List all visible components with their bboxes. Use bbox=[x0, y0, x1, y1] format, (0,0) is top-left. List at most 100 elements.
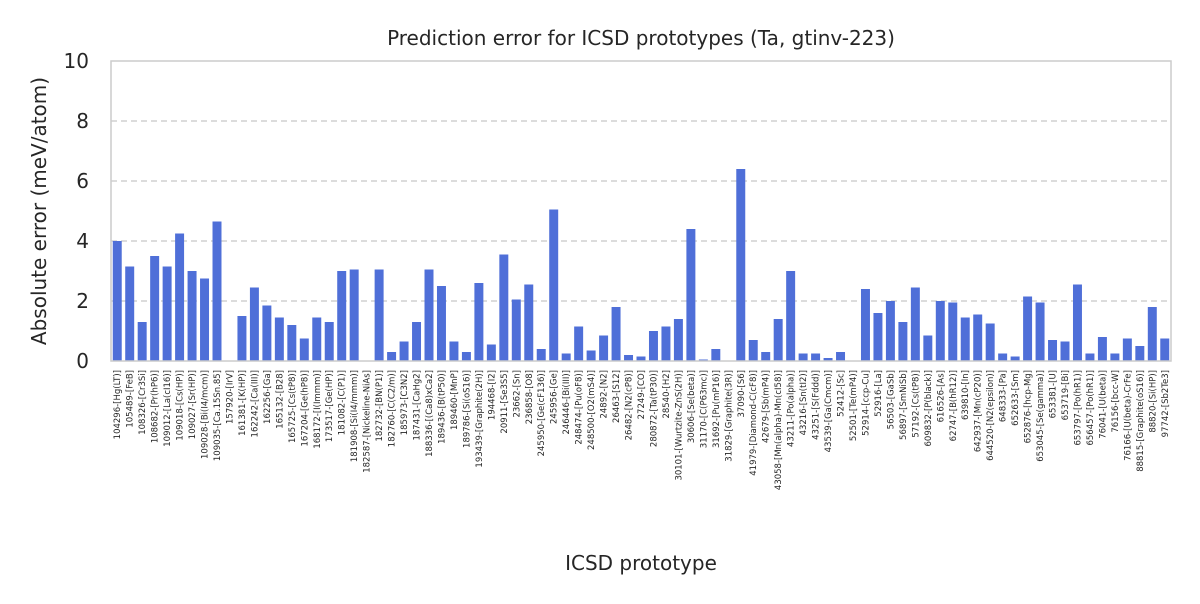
x-tick-label: 616526-[As] bbox=[936, 370, 946, 422]
x-axis-label: ICSD prototype bbox=[565, 551, 717, 575]
x-tick-label: 653719-[Bi] bbox=[1061, 370, 1071, 420]
bar bbox=[287, 325, 297, 361]
bar bbox=[786, 271, 796, 361]
bar bbox=[249, 287, 259, 361]
x-tick-label: 62747-[B(hR12)] bbox=[949, 370, 959, 441]
bar bbox=[449, 341, 459, 361]
x-tick-label: 109018-[Cs(HP)] bbox=[176, 370, 186, 441]
bar bbox=[985, 323, 995, 361]
x-tick-label: 24892-[N2] bbox=[600, 370, 610, 419]
x-tick-label: 642937-[Mn(cP20)] bbox=[974, 370, 984, 452]
bar bbox=[112, 241, 122, 361]
bar bbox=[200, 278, 210, 361]
x-tick-label: 41979-[Diamond-C(cF8)] bbox=[749, 370, 759, 476]
y-axis-label: Absolute error (meV/atom) bbox=[27, 77, 51, 345]
x-tick-label: 189436-[B(tP50)] bbox=[437, 370, 447, 444]
x-tick-label: 43539-[Ga(Cmcm)] bbox=[824, 370, 834, 452]
bar bbox=[624, 355, 634, 361]
x-tick-label: 76156-[bcc-W] bbox=[1111, 370, 1121, 433]
plot-frame bbox=[110, 60, 1172, 362]
x-tick-label: 76166-[U(beta)-CrFe] bbox=[1123, 370, 1133, 461]
x-tick-label: 194468-[I2] bbox=[487, 370, 497, 420]
x-tick-label: 181082-[C(P1)] bbox=[338, 370, 348, 435]
x-tick-label: 182587-[Nickeline-NiAs] bbox=[363, 370, 373, 473]
bar bbox=[798, 353, 808, 361]
bar bbox=[661, 326, 671, 361]
x-tick-label: 20911-[Se3S5] bbox=[500, 370, 510, 434]
x-tick-label: 280872-[Ta(tP30)] bbox=[649, 370, 659, 447]
x-tick-label: 162242-[Ca(III)] bbox=[250, 370, 260, 437]
x-tick-label: 182760-[C(C2/m)] bbox=[388, 370, 398, 447]
x-tick-label: 52914-[ccp-Cu] bbox=[861, 370, 871, 436]
bar bbox=[686, 229, 696, 361]
bar bbox=[1060, 341, 1070, 361]
x-tick-label: 185973-[C3N2] bbox=[400, 370, 410, 435]
x-tick-label: 162256-[Ga] bbox=[263, 370, 273, 424]
x-tick-label: 43211-[Po(alpha)] bbox=[787, 370, 797, 447]
bar bbox=[436, 286, 446, 361]
x-tick-label: 109012-[La(cI16)] bbox=[163, 370, 173, 447]
x-tick-label: 23662-[Sn] bbox=[512, 370, 522, 418]
bar bbox=[175, 233, 185, 361]
bar bbox=[312, 317, 322, 361]
bar bbox=[412, 322, 422, 361]
x-tick-label: 173517-[Ge(HP)] bbox=[325, 370, 335, 442]
x-tick-label: 609832-[P(black)] bbox=[924, 370, 934, 446]
bar bbox=[486, 344, 496, 361]
x-tick-label: 236858-[O8] bbox=[525, 370, 535, 424]
bar bbox=[162, 266, 172, 361]
x-tick-label: 30606-[Se(beta)] bbox=[687, 370, 697, 443]
bar bbox=[150, 256, 160, 361]
x-tick-label: 168172-[I(Immm)] bbox=[313, 370, 323, 449]
x-tick-label: 97742-[Sb2Te3] bbox=[1161, 370, 1171, 437]
x-tick-label: 165132-[B28] bbox=[275, 370, 285, 429]
x-tick-label: 43216-[Sn(tI2)] bbox=[799, 370, 809, 435]
bar bbox=[399, 341, 409, 361]
bar bbox=[599, 335, 609, 361]
bar bbox=[935, 301, 945, 361]
x-tick-label: 109027-[Sr(HP)] bbox=[188, 370, 198, 439]
x-tick-label: 31170-[C(P63mc)] bbox=[699, 370, 709, 448]
x-tick-label: 56897-[SmNiSb] bbox=[899, 370, 909, 440]
bar bbox=[885, 301, 895, 361]
bar bbox=[860, 289, 870, 361]
bar bbox=[1085, 353, 1095, 361]
x-tick-label: 88820-[Si(HP)] bbox=[1148, 370, 1158, 433]
bar bbox=[387, 352, 397, 361]
bar bbox=[511, 299, 521, 361]
x-tick-label: 57192-[Cs(tP8)] bbox=[911, 370, 921, 438]
chart-title: Prediction error for ICSD prototypes (Ta… bbox=[387, 26, 895, 50]
y-tick-label: 2 bbox=[76, 289, 89, 313]
bar bbox=[998, 353, 1008, 361]
x-tick-labels: 104296-[Hg(LT)] 105489-[FeB] 108326-[Cr3Si… bbox=[113, 370, 1171, 490]
bar bbox=[1147, 307, 1157, 361]
x-tick-label: 27249-[CO] bbox=[637, 370, 647, 419]
y-tick-label: 10 bbox=[64, 49, 89, 73]
x-tick-label: 28540-[H2] bbox=[662, 370, 672, 419]
x-tick-label: 653381-[U] bbox=[1049, 370, 1059, 418]
bar bbox=[586, 350, 596, 361]
bar bbox=[349, 269, 359, 361]
y-tick-label: 0 bbox=[76, 349, 89, 373]
bar bbox=[823, 358, 833, 361]
bar bbox=[125, 266, 135, 361]
bar bbox=[212, 221, 222, 361]
bar bbox=[549, 209, 559, 361]
x-tick-label: 653045-[Se(gamma)] bbox=[1036, 370, 1046, 462]
x-tick-label: 245950-[Ge(cF136)] bbox=[537, 370, 547, 456]
bar bbox=[237, 316, 247, 361]
x-tick-label: 56503-[GaSb] bbox=[886, 370, 896, 429]
x-tick-label: 157920-[IrV] bbox=[225, 370, 235, 424]
x-tick-label: 108326-[Cr3Si] bbox=[138, 370, 148, 435]
x-tick-label: 42679-[Sb(mP4)] bbox=[762, 370, 772, 443]
x-tick-label: 167204-[Ge(hP8)] bbox=[300, 370, 310, 447]
bar bbox=[811, 353, 821, 361]
bar bbox=[898, 322, 908, 361]
x-tick-label: 181908-[Si(I4/mmm)] bbox=[350, 370, 360, 462]
x-tick-label: 43058-[Mn(alpha)-Mn(cI58)] bbox=[774, 370, 784, 490]
x-tick-label: 639810-[In] bbox=[961, 370, 971, 420]
bar bbox=[1048, 340, 1058, 361]
bar bbox=[773, 319, 783, 361]
bar bbox=[1072, 284, 1082, 361]
